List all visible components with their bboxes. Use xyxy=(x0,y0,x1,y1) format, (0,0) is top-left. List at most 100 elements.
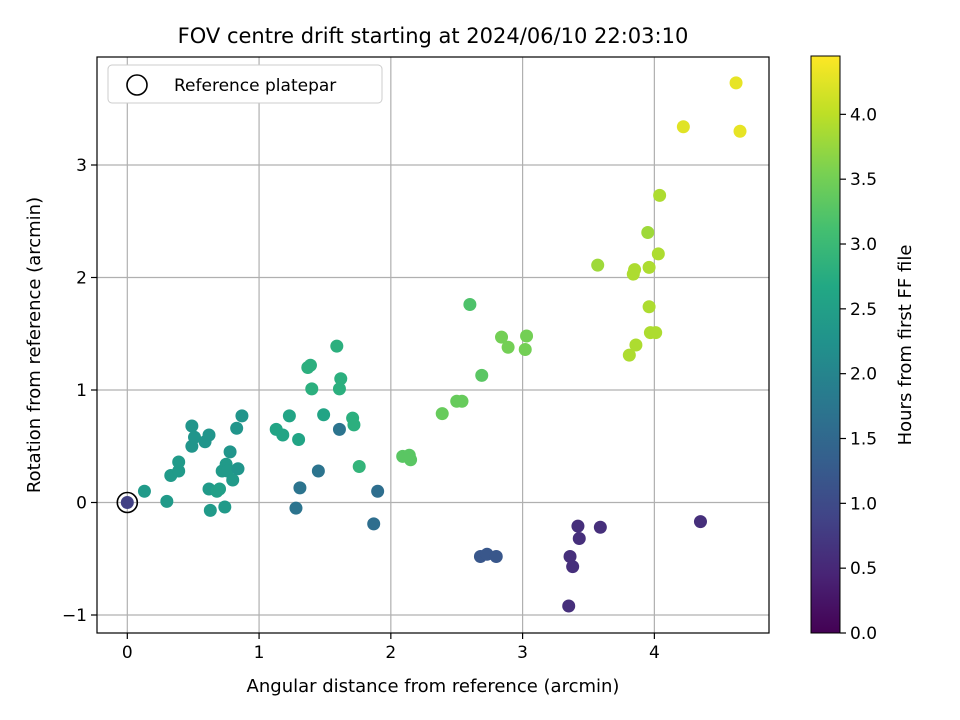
data-point xyxy=(203,503,217,517)
data-point xyxy=(292,433,306,446)
data-point xyxy=(693,515,707,529)
data-point xyxy=(371,484,385,498)
colorbar-tick-label: 3.0 xyxy=(850,235,877,255)
data-point xyxy=(518,343,532,356)
x-tick-label: 4 xyxy=(649,643,660,663)
x-axis-ticks: 0 1 2 3 4 xyxy=(122,633,660,663)
colorbar-tick-label: 2.0 xyxy=(850,365,877,385)
colorbar-tick-label: 4.0 xyxy=(850,105,877,125)
colorbar-tick-label: 2.5 xyxy=(850,300,877,320)
data-point xyxy=(230,421,244,435)
data-point xyxy=(653,188,667,202)
data-point xyxy=(651,247,665,261)
data-point xyxy=(160,494,174,508)
data-point xyxy=(572,532,586,545)
y-tick-label: 3 xyxy=(76,156,87,176)
x-axis-label: Angular distance from reference (arcmin) xyxy=(247,676,620,697)
data-point xyxy=(562,599,576,613)
data-point xyxy=(293,481,307,495)
x-tick-label: 1 xyxy=(254,643,265,663)
data-point xyxy=(566,560,580,574)
data-point xyxy=(642,300,656,314)
data-point xyxy=(629,338,643,352)
data-point xyxy=(311,464,325,478)
data-point xyxy=(676,120,690,134)
data-point xyxy=(226,473,240,487)
colorbar-tick-label: 3.5 xyxy=(850,170,877,190)
legend-entry: Reference platepar xyxy=(174,76,336,96)
data-point xyxy=(330,339,344,353)
data-point xyxy=(455,394,469,408)
data-point xyxy=(563,550,577,563)
y-axis-ticks: −1 0 1 2 3 xyxy=(62,156,97,626)
data-point xyxy=(520,329,534,343)
data-point xyxy=(642,260,656,274)
data-point xyxy=(120,496,134,509)
data-point xyxy=(172,464,186,478)
data-point xyxy=(317,408,331,422)
legend-box xyxy=(107,64,383,104)
data-point xyxy=(641,226,655,239)
colorbar xyxy=(810,55,841,634)
data-point xyxy=(591,258,605,272)
data-points xyxy=(120,76,747,613)
data-point xyxy=(332,382,346,396)
data-point xyxy=(489,550,503,563)
data-point xyxy=(334,372,348,386)
data-point xyxy=(622,348,636,362)
data-point xyxy=(501,340,515,354)
grid-lines xyxy=(97,57,769,633)
y-tick-label: 0 xyxy=(76,494,87,514)
data-point xyxy=(463,298,477,311)
data-point xyxy=(435,407,449,421)
chart-title: FOV centre drift starting at 2024/06/10 … xyxy=(178,24,689,48)
data-point xyxy=(218,500,232,514)
data-point xyxy=(185,419,199,433)
colorbar-ticks: 0.0 0.5 1.0 1.5 2.0 2.5 3.0 3.5 4.0 xyxy=(840,105,877,644)
y-tick-label: 2 xyxy=(76,269,87,289)
data-point xyxy=(289,501,303,515)
y-tick-label: −1 xyxy=(62,606,87,626)
y-tick-label: 1 xyxy=(76,381,87,401)
reference-platepar-marker xyxy=(116,491,139,514)
data-point xyxy=(347,418,361,432)
data-point xyxy=(305,382,319,396)
x-tick-label: 2 xyxy=(385,643,396,663)
data-point xyxy=(649,326,663,340)
plot-background xyxy=(97,57,769,633)
data-point xyxy=(495,330,509,344)
data-point xyxy=(332,422,346,436)
data-point xyxy=(202,428,216,442)
x-tick-label: 3 xyxy=(517,643,528,663)
data-point xyxy=(729,76,743,90)
colorbar-tick-label: 1.0 xyxy=(850,494,877,514)
x-tick-label: 0 xyxy=(122,643,133,663)
data-point xyxy=(303,358,317,372)
data-point xyxy=(276,428,290,442)
colorbar-tick-label: 0.0 xyxy=(850,624,877,644)
data-point xyxy=(188,430,202,444)
data-point xyxy=(404,453,418,467)
data-point xyxy=(223,445,237,459)
data-point xyxy=(571,519,585,533)
data-point xyxy=(367,517,381,531)
data-point xyxy=(235,409,249,423)
plot-frame xyxy=(96,56,770,634)
reference-marker xyxy=(116,491,139,514)
data-point xyxy=(593,520,607,534)
data-point xyxy=(282,409,296,423)
data-point xyxy=(733,124,747,138)
data-point xyxy=(137,484,151,498)
data-point xyxy=(352,460,366,473)
legend: Reference platepar xyxy=(107,64,383,104)
y-axis-label: Rotation from reference (arcmin) xyxy=(24,197,45,493)
colorbar-tick-label: 0.5 xyxy=(850,559,877,579)
data-point xyxy=(628,263,642,277)
legend-marker xyxy=(126,74,148,96)
data-point xyxy=(172,455,186,469)
data-point xyxy=(213,482,227,496)
data-point xyxy=(231,462,245,476)
data-point xyxy=(475,368,489,382)
colorbar-label: Hours from first FF file xyxy=(895,245,916,446)
